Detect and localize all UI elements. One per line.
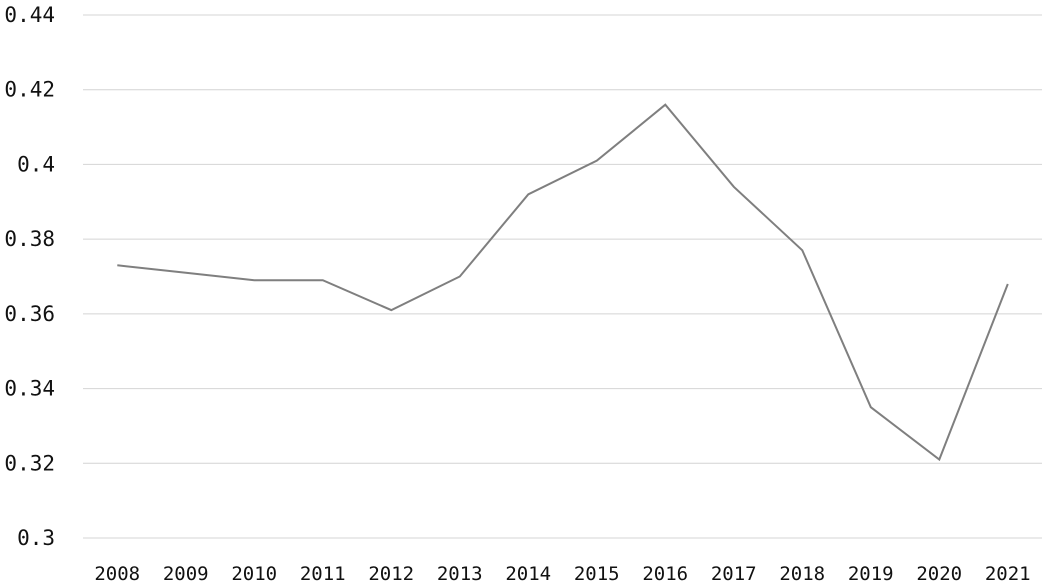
y-tick-label: 0.3 <box>17 526 55 550</box>
x-tick-label: 2018 <box>779 563 825 584</box>
x-tick-label: 2015 <box>574 563 620 584</box>
y-tick-label: 0.44 <box>4 3 55 27</box>
y-tick-label: 0.4 <box>17 152 55 176</box>
x-tick-label: 2016 <box>642 563 688 584</box>
x-tick-label: 2019 <box>848 563 894 584</box>
y-tick-label: 0.32 <box>4 451 55 475</box>
x-tick-label: 2020 <box>916 563 962 584</box>
series-layer <box>117 103 1009 462</box>
series-line <box>117 103 1009 462</box>
x-tick-label: 2013 <box>437 563 483 584</box>
x-tick-label: 2012 <box>368 563 414 584</box>
x-tick-label: 2021 <box>985 563 1031 584</box>
x-tick-label: 2014 <box>505 563 551 584</box>
x-tick-label: 2017 <box>711 563 757 584</box>
x-tick-label: 2010 <box>231 563 277 584</box>
y-axis-ticks: 0.44 0.42 0.4 0.38 0.36 0.34 0.32 0.3 <box>4 3 55 550</box>
y-tick-label: 0.34 <box>4 377 55 401</box>
x-axis-ticks: 2008 2009 2010 2011 2012 2013 2014 2015 2016 2017… <box>94 563 1030 584</box>
y-tick-label: 0.38 <box>4 227 55 251</box>
x-tick-label: 2011 <box>300 563 346 584</box>
x-tick-label: 2009 <box>163 563 209 584</box>
gridlines <box>83 14 1042 539</box>
x-tick-label: 2008 <box>94 563 140 584</box>
y-tick-label: 0.36 <box>4 302 55 326</box>
y-tick-label: 0.42 <box>4 78 55 102</box>
